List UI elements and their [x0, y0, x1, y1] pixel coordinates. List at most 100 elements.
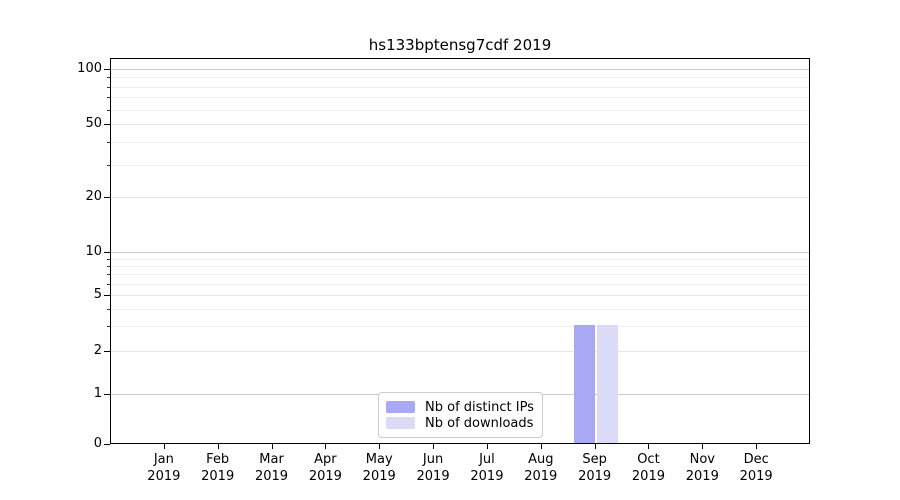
x-tick-month: Mar [259, 452, 284, 467]
x-tick-month: Dec [743, 452, 769, 467]
x-tick-year: 2019 [470, 469, 504, 484]
x-tick-year: 2019 [254, 469, 289, 484]
x-tick-jul [486, 444, 488, 449]
y-tick-5 [104, 294, 110, 296]
y-tick-10 [104, 252, 110, 253]
x-tick-month: Jan [153, 452, 174, 467]
gridline-y-4 [111, 308, 809, 310]
x-tick-month: Jun [422, 452, 444, 467]
gridline-y-7 [111, 274, 809, 275]
x-tick-label-feb: Feb 2019 [186, 451, 250, 485]
gridline-y-9 [111, 258, 809, 260]
x-tick-year: 2019 [416, 469, 450, 484]
bar-nb-of-distinct-ips-sep [573, 325, 595, 443]
x-tick-label-nov: Nov 2019 [670, 451, 734, 485]
y-minor-tick-60 [107, 109, 110, 111]
y-tick-1 [104, 394, 110, 395]
x-tick-apr [325, 444, 327, 449]
gridline-y-90 [111, 77, 809, 79]
bar-nb-of-downloads-sep [596, 325, 618, 443]
y-minor-tick-9 [107, 258, 110, 260]
gridline-y-6 [111, 283, 809, 285]
y-minor-tick-4 [107, 308, 110, 310]
y-minor-tick-6 [107, 283, 110, 285]
x-tick-label-jun: Jun 2019 [401, 451, 465, 485]
legend-label: Nb of distinct IPs [425, 399, 534, 415]
x-tick-month: Aug [528, 452, 554, 467]
x-tick-label-aug: Aug 2019 [509, 451, 573, 485]
y-tick-label-1: 1 [93, 386, 102, 401]
y-tick-label-2: 2 [93, 343, 102, 359]
x-tick-label-jan: Jan 2019 [132, 451, 196, 485]
x-tick-year: 2019 [147, 469, 181, 484]
x-tick-year: 2019 [685, 469, 719, 484]
x-tick-month: Sep [582, 452, 607, 467]
y-tick-label-5: 5 [93, 286, 102, 302]
x-tick-nov [702, 444, 704, 449]
legend-swatch-downloads [386, 417, 415, 429]
x-tick-may [379, 444, 381, 449]
y-minor-tick-70 [107, 97, 110, 99]
x-tick-label-sep: Sep 2019 [563, 451, 627, 485]
gridline-y-20 [111, 196, 809, 198]
gridline-y-10 [111, 252, 809, 253]
x-tick-year: 2019 [308, 469, 342, 484]
x-tick-jan [163, 444, 165, 449]
gridline-y-8 [111, 265, 809, 267]
legend-entry: Nb of distinct IPs [386, 399, 534, 415]
plot-area [110, 58, 810, 444]
x-tick-year: 2019 [362, 469, 396, 484]
x-tick-year: 2019 [524, 469, 558, 484]
gridline-y-3 [111, 326, 809, 328]
y-tick-label-20: 20 [85, 188, 102, 204]
x-tick-year: 2019 [631, 469, 665, 484]
x-tick-year: 2019 [201, 469, 235, 484]
x-tick-label-dec: Dec 2019 [724, 451, 788, 485]
y-minor-tick-8 [107, 265, 110, 267]
x-tick-month: Feb [206, 452, 230, 467]
y-tick-label-50: 50 [85, 116, 102, 132]
x-tick-mar [271, 444, 273, 449]
x-tick-month: Oct [637, 452, 660, 467]
y-minor-tick-80 [107, 86, 110, 88]
y-tick-20 [104, 196, 110, 198]
y-minor-tick-30 [107, 164, 110, 166]
gridline-y-40 [111, 141, 809, 143]
y-tick-label-100: 100 [77, 61, 102, 76]
x-tick-label-jul: Jul 2019 [455, 451, 519, 485]
x-tick-label-apr: Apr 2019 [293, 451, 357, 485]
gridline-y-60 [111, 109, 809, 111]
x-tick-month: Jul [479, 452, 495, 467]
y-minor-tick-3 [107, 326, 110, 328]
legend: Nb of distinct IPs Nb of downloads [378, 392, 543, 438]
gridline-y-100 [111, 69, 809, 70]
y-tick-label-0: 0 [93, 436, 102, 451]
gridline-y-30 [111, 164, 809, 166]
x-tick-feb [217, 444, 219, 449]
gridline-y-70 [111, 97, 809, 99]
x-tick-dec [756, 444, 758, 449]
y-tick-0 [104, 444, 110, 445]
y-minor-tick-90 [107, 77, 110, 79]
x-tick-month: Apr [314, 452, 337, 467]
y-tick-label-10: 10 [85, 244, 102, 259]
x-tick-label-oct: Oct 2019 [616, 451, 680, 485]
gridline-y-50 [111, 124, 809, 126]
x-tick-label-mar: Mar 2019 [240, 451, 304, 485]
y-tick-100 [104, 69, 110, 70]
gridline-y-5 [111, 294, 809, 296]
x-tick-month: May [365, 452, 393, 467]
x-tick-sep [594, 444, 596, 449]
x-tick-oct [648, 444, 650, 449]
y-tick-2 [104, 351, 110, 353]
gridline-y-80 [111, 86, 809, 88]
x-tick-aug [540, 444, 542, 449]
x-tick-year: 2019 [578, 469, 612, 484]
y-minor-tick-7 [107, 274, 110, 275]
legend-entry: Nb of downloads [386, 415, 533, 431]
x-tick-jun [433, 444, 435, 449]
gridline-y-2 [111, 351, 809, 353]
x-tick-year: 2019 [739, 469, 773, 484]
chart-title: hs133bptensg7cdf 2019 [368, 36, 552, 54]
x-tick-month: Nov [689, 452, 715, 467]
